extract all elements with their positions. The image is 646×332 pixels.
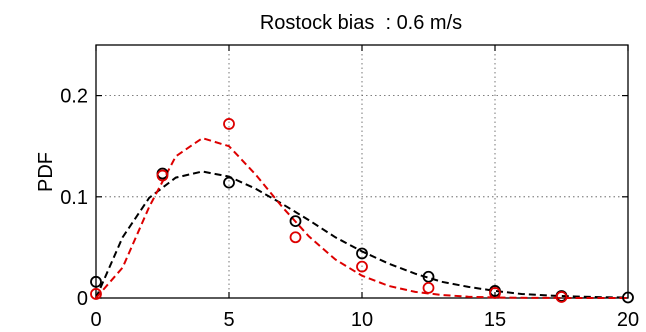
- chart-title: Rostock bias : 0.6 m/s: [260, 12, 462, 34]
- grid: [96, 45, 628, 298]
- fit-curve-2: [95, 170, 629, 299]
- data-point: [356, 260, 368, 273]
- y-axis: 0 0.1 0.2: [60, 86, 628, 310]
- data-point: [90, 288, 102, 300]
- data-point: [223, 118, 235, 130]
- data-point: [90, 275, 102, 288]
- x-tick-label: 20: [617, 309, 639, 331]
- y-tick-label: 0.2: [60, 86, 88, 108]
- data-point: [289, 215, 302, 227]
- series-layer: [90, 118, 634, 304]
- x-tick-label: 15: [484, 309, 506, 331]
- data-point: [223, 176, 235, 189]
- y-tick-label: 0: [77, 288, 88, 310]
- data-point: [422, 270, 435, 283]
- fit-curve-3: [95, 137, 628, 299]
- data-point: [489, 287, 501, 299]
- data-point: [422, 281, 435, 294]
- data-point: [356, 247, 368, 260]
- data-point: [555, 291, 568, 303]
- x-tick-label: 10: [351, 309, 373, 331]
- x-axis: 0 5 10 15 20: [90, 45, 639, 331]
- data-point: [289, 231, 302, 244]
- data-point: [622, 291, 634, 304]
- x-tick-label: 5: [223, 309, 234, 331]
- y-axis-label: PDF: [35, 152, 57, 192]
- data-point: [156, 169, 169, 182]
- y-tick-label: 0.1: [60, 187, 88, 209]
- x-tick-label: 0: [90, 309, 101, 331]
